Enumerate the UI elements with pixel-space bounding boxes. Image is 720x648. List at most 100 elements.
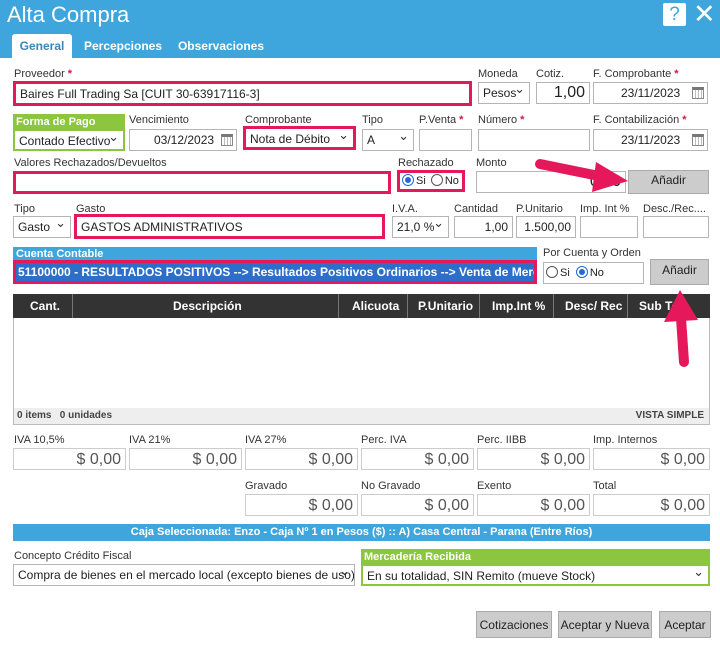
monto-label: Monto (476, 157, 507, 169)
tipo-comp-select[interactable]: A (362, 129, 414, 151)
calendar-icon[interactable] (692, 87, 704, 99)
valores-label: Valores Rechazados/Devueltos (14, 157, 167, 169)
forma-pago-select[interactable]: Contado Efectivo (13, 129, 125, 151)
col-subtotal[interactable]: Sub To (639, 299, 679, 313)
rechazado-no-radio[interactable] (430, 174, 443, 186)
iva-label: I.V.A. (392, 203, 418, 215)
punitario-field[interactable]: 1.500,00 (516, 216, 576, 238)
total-imp-internos-value: $ 0,00 (593, 448, 710, 470)
total-perc-iva-label: Perc. IVA (361, 434, 407, 446)
numero-field[interactable] (478, 129, 590, 151)
cotiz-field[interactable]: 1,00 (536, 82, 590, 104)
aceptar-y-nueva-button[interactable]: Aceptar y Nueva (558, 611, 652, 638)
col-imp-int[interactable]: Imp.Int % (492, 299, 546, 313)
mercaderia-select[interactable]: En su totalidad, SIN Remito (mueve Stock… (361, 564, 710, 586)
por-cuenta-no-label: No (589, 267, 604, 279)
items-grid-footer: 0 items 0 unidades VISTA SIMPLE (14, 408, 709, 424)
proveedor-field[interactable]: Baires Full Trading Sa [CUIT 30-63917116… (13, 81, 472, 106)
moneda-select[interactable]: Pesos (478, 82, 530, 104)
total-imp-internos-label: Imp. Internos (593, 434, 658, 446)
f-comprobante-field[interactable]: 23/11/2023 (593, 82, 708, 104)
por-cuenta-radio-group[interactable]: Si No (543, 262, 644, 284)
tipo-item-label: Tipo (14, 203, 35, 215)
f-contabilizacion-label: F. Contabilización * (593, 114, 687, 126)
total-gravado-label: Gravado (245, 480, 288, 492)
comprobante-select[interactable]: Nota de Débito (243, 126, 356, 150)
punitario-label: P.Unitario (516, 203, 563, 215)
concepto-select[interactable]: Compra de bienes en el mercado local (ex… (13, 564, 355, 586)
col-descripcion[interactable]: Descripción (173, 299, 242, 313)
valores-field[interactable] (13, 171, 391, 194)
mercaderia-label: Mercadería Recibida (361, 549, 710, 565)
col-desc-rec[interactable]: Desc/ Rec (565, 299, 623, 313)
total-no-gravado-label: No Gravado (361, 480, 421, 492)
cantidad-label: Cantidad (454, 203, 499, 215)
pventa-label: P.Venta * (419, 114, 464, 126)
por-cuenta-si-label: Si (560, 267, 570, 279)
cotiz-label: Cotiz. (536, 68, 565, 80)
rechazado-radio-group[interactable]: Si No (397, 170, 465, 192)
cantidad-field[interactable]: 1,00 (454, 216, 513, 238)
f-comprobante-label: F. Comprobante * (593, 68, 679, 80)
total-exento-value: $ 0,00 (477, 494, 590, 516)
total-iva27-value: $ 0,00 (245, 448, 358, 470)
comprobante-label: Comprobante (245, 114, 312, 126)
tab-observaciones[interactable]: Observaciones (177, 39, 265, 53)
total-iva105-value: $ 0,00 (13, 448, 126, 470)
close-icon[interactable]: ✕ (693, 0, 716, 29)
f-contabilizacion-field[interactable]: 23/11/2023 (593, 129, 708, 151)
cotizaciones-button[interactable]: Cotizaciones (476, 611, 552, 638)
calendar-icon[interactable] (221, 134, 233, 146)
aceptar-button[interactable]: Aceptar (659, 611, 711, 638)
rechazado-no-label: No (444, 175, 459, 187)
total-perc-iibb-label: Perc. IIBB (477, 434, 527, 446)
forma-pago-label: Forma de Pago (13, 114, 125, 130)
numero-label: Número * (478, 114, 525, 126)
tab-general[interactable]: General (12, 34, 72, 58)
items-grid-header: Cant. Descripción Alicuota P.Unitario Im… (13, 294, 710, 318)
vencimiento-label: Vencimiento (129, 114, 189, 126)
total-total-value: $ 0,00 (593, 494, 710, 516)
gasto-label: Gasto (76, 203, 106, 215)
iva-select[interactable]: 21,0 % (392, 216, 449, 238)
calendar-icon[interactable] (692, 134, 704, 146)
col-cant[interactable]: Cant. (30, 299, 60, 313)
items-grid-body[interactable] (13, 318, 710, 425)
vencimiento-field[interactable]: 03/12/2023 (129, 129, 237, 151)
imp-int-field[interactable] (580, 216, 638, 238)
items-count: 0 items 0 unidades (17, 410, 113, 421)
anadir-item-button[interactable]: Añadir (650, 259, 709, 285)
window-title: Alta Compra (7, 2, 130, 27)
tipo-item-select[interactable]: Gasto (13, 216, 71, 238)
total-gravado-value: $ 0,00 (245, 494, 358, 516)
total-iva27-label: IVA 27% (245, 434, 287, 446)
col-punitario[interactable]: P.Unitario (418, 299, 474, 313)
total-iva105-label: IVA 10,5% (14, 434, 65, 446)
desc-rec-field[interactable] (643, 216, 709, 238)
col-alicuota[interactable]: Alicuota (352, 299, 400, 313)
por-cuenta-si-radio[interactable] (546, 266, 558, 278)
vista-simple-toggle[interactable]: VISTA SIMPLE (635, 410, 704, 421)
moneda-label: Moneda (478, 68, 518, 80)
por-cuenta-no-radio[interactable] (575, 266, 588, 278)
total-exento-label: Exento (477, 480, 512, 492)
rechazado-si-radio[interactable] (402, 174, 414, 186)
pventa-field[interactable] (419, 129, 472, 151)
anadir-valor-button[interactable]: Añadir (628, 170, 709, 194)
concepto-label: Concepto Crédito Fiscal (14, 550, 132, 562)
tab-percepciones[interactable]: Percepciones (83, 39, 163, 53)
window-titlebar (0, 0, 720, 58)
caja-seleccionada-bar[interactable]: Caja Seleccionada: Enzo - Caja Nº 1 en P… (13, 524, 710, 541)
imp-int-label: Imp. Int % (580, 203, 630, 215)
cuenta-contable-field[interactable]: 51100000 - RESULTADOS POSITIVOS --> Resu… (13, 260, 537, 284)
por-cuenta-label: Por Cuenta y Orden (543, 247, 641, 259)
total-total-label: Total (593, 480, 617, 492)
total-perc-iibb-value: $ 0,00 (477, 448, 590, 470)
help-icon[interactable]: ? (663, 3, 686, 26)
gasto-field[interactable]: GASTOS ADMINISTRATIVOS (74, 214, 385, 239)
total-perc-iva-value: $ 0,00 (361, 448, 474, 470)
rechazado-si-label: Si (416, 175, 426, 187)
tipo-comp-label: Tipo (362, 114, 383, 126)
desc-rec-label: Desc./Rec.... (643, 203, 706, 215)
